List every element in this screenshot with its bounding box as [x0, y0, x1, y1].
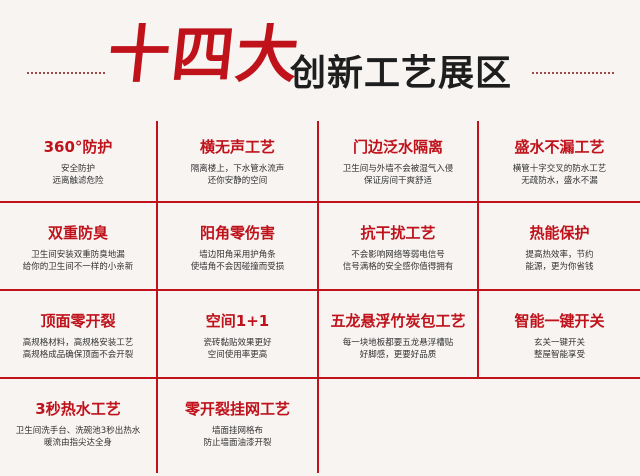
craft-description: 卫生间与外墙不会被湿气入侵 保证房间干爽舒适: [342, 164, 454, 186]
page-title-highlight: 十四大: [104, 18, 304, 91]
craft-cell: 360°防护 安全防护 远离触滤危险: [0, 121, 158, 203]
craft-title: 360°防护: [43, 138, 113, 156]
craft-title: 零开裂挂网工艺: [184, 400, 290, 418]
craft-cell: 五龙悬浮竹炭包工艺 每一块地板都要五龙悬浮槽贴 好脚感，更要好品质: [319, 291, 479, 379]
craft-title: 五龙悬浮竹炭包工艺: [330, 312, 466, 330]
craft-description: 墙面挂网格布 防止墙面油漆开裂: [203, 426, 272, 448]
craft-title: 顶面零开裂: [40, 312, 116, 330]
craft-title: 盛水不漏工艺: [514, 138, 605, 156]
craft-cell: 抗干扰工艺 不会影响网络等弱电信号 信号满格的安全感你值得拥有: [319, 203, 479, 291]
craft-description: 卫生间洗手台、洗碗池3秒出热水 暖流由指尖达全身: [15, 426, 141, 448]
craft-description: 玄关一键开关 整屋智能享受: [533, 338, 585, 360]
empty-cell: [479, 379, 640, 473]
craft-cell: 空间1+1 瓷砖黏贴效果更好 空间使用率更高: [158, 291, 319, 379]
empty-cell: [319, 379, 479, 473]
craft-description: 墙边阳角采用护角条 使墙角不会因碰撞而受损: [190, 250, 285, 272]
craft-cell: 盛水不漏工艺 横管十字交叉的防水工艺 无疏防水，盛水不漏: [479, 121, 640, 203]
craft-title: 热能保护: [529, 224, 590, 242]
craft-description: 高规格材料，高规格安装工艺 高规格成品确保顶面不会开裂: [22, 338, 134, 360]
craft-cell: 双重防臭 卫生间安装双重防臭地漏 给你的卫生间不一样的小亲新: [0, 203, 158, 291]
craft-description: 每一块地板都要五龙悬浮槽贴 好脚感，更要好品质: [342, 338, 454, 360]
craft-cell: 阳角零伤害 墙边阳角采用护角条 使墙角不会因碰撞而受损: [158, 203, 319, 291]
craft-cell: 顶面零开裂 高规格材料，高规格安装工艺 高规格成品确保顶面不会开裂: [0, 291, 158, 379]
craft-cell: 3秒热水工艺 卫生间洗手台、洗碗池3秒出热水 暖流由指尖达全身: [0, 379, 158, 473]
craft-title: 门边泛水隔离: [352, 138, 443, 156]
craft-title: 双重防臭: [47, 224, 108, 242]
craft-description: 安全防护 远离触滤危险: [52, 164, 104, 186]
craft-description: 不会影响网络等弱电信号 信号满格的安全感你值得拥有: [342, 250, 454, 272]
craft-description: 隔离楼上，下水管水流声 还你安静的空间: [190, 164, 285, 186]
craft-title: 横无声工艺: [199, 138, 275, 156]
craft-title: 智能一键开关: [514, 312, 605, 330]
header: 十四大 创新工艺展区: [0, 0, 640, 120]
craft-cell: 横无声工艺 隔离楼上，下水管水流声 还你安静的空间: [158, 121, 319, 203]
craft-title: 抗干扰工艺: [360, 224, 436, 242]
craft-description: 横管十字交叉的防水工艺 无疏防水，盛水不漏: [512, 164, 607, 186]
craft-grid: 360°防护 安全防护 远离触滤危险 横无声工艺 隔离楼上，下水管水流声 还你安…: [0, 121, 640, 473]
craft-title: 阳角零伤害: [199, 224, 275, 242]
craft-cell: 智能一键开关 玄关一键开关 整屋智能享受: [479, 291, 640, 379]
craft-cell: 零开裂挂网工艺 墙面挂网格布 防止墙面油漆开裂: [158, 379, 319, 473]
craft-description: 提高热效率，节约 能源，更为你省钱: [525, 250, 594, 272]
craft-description: 卫生间安装双重防臭地漏 给你的卫生间不一样的小亲新: [22, 250, 134, 272]
craft-cell: 门边泛水隔离 卫生间与外墙不会被湿气入侵 保证房间干爽舒适: [319, 121, 479, 203]
divider-dots-left: [27, 72, 105, 74]
craft-cell: 热能保护 提高热效率，节约 能源，更为你省钱: [479, 203, 640, 291]
craft-description: 瓷砖黏贴效果更好 空间使用率更高: [203, 338, 272, 360]
page-title: 创新工艺展区: [290, 53, 513, 94]
divider-dots-right: [532, 72, 614, 74]
craft-title: 空间1+1: [205, 312, 270, 330]
craft-title: 3秒热水工艺: [35, 400, 121, 418]
